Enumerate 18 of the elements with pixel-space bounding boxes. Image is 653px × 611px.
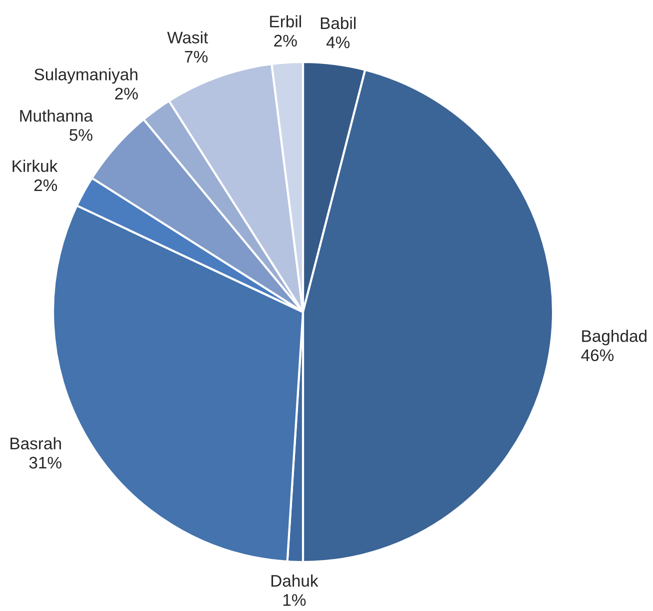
data-label: 2% (274, 34, 297, 47)
data-label: 1% (283, 594, 306, 606)
slice-label: Wasit (167, 31, 208, 44)
slice-label: Sulaymaniyah (34, 68, 138, 84)
slice-label: Muthanna (20, 109, 93, 122)
data-label: 2% (34, 179, 58, 192)
data-label: 2% (115, 88, 138, 100)
data-label: 5% (70, 129, 92, 141)
slice-label: Baghdad (582, 330, 646, 346)
slice-label: Erbil (270, 15, 301, 28)
data-label: 4% (326, 36, 350, 48)
slice-label: Kirkuk (12, 160, 58, 172)
data-label: 31% (29, 456, 62, 469)
data-label: 46% (581, 349, 614, 362)
slice-label: Babil (320, 16, 356, 30)
slice-label: Basrah (10, 437, 61, 450)
slice-label: Dahuk (271, 574, 318, 587)
data-label: 7% (184, 50, 208, 63)
